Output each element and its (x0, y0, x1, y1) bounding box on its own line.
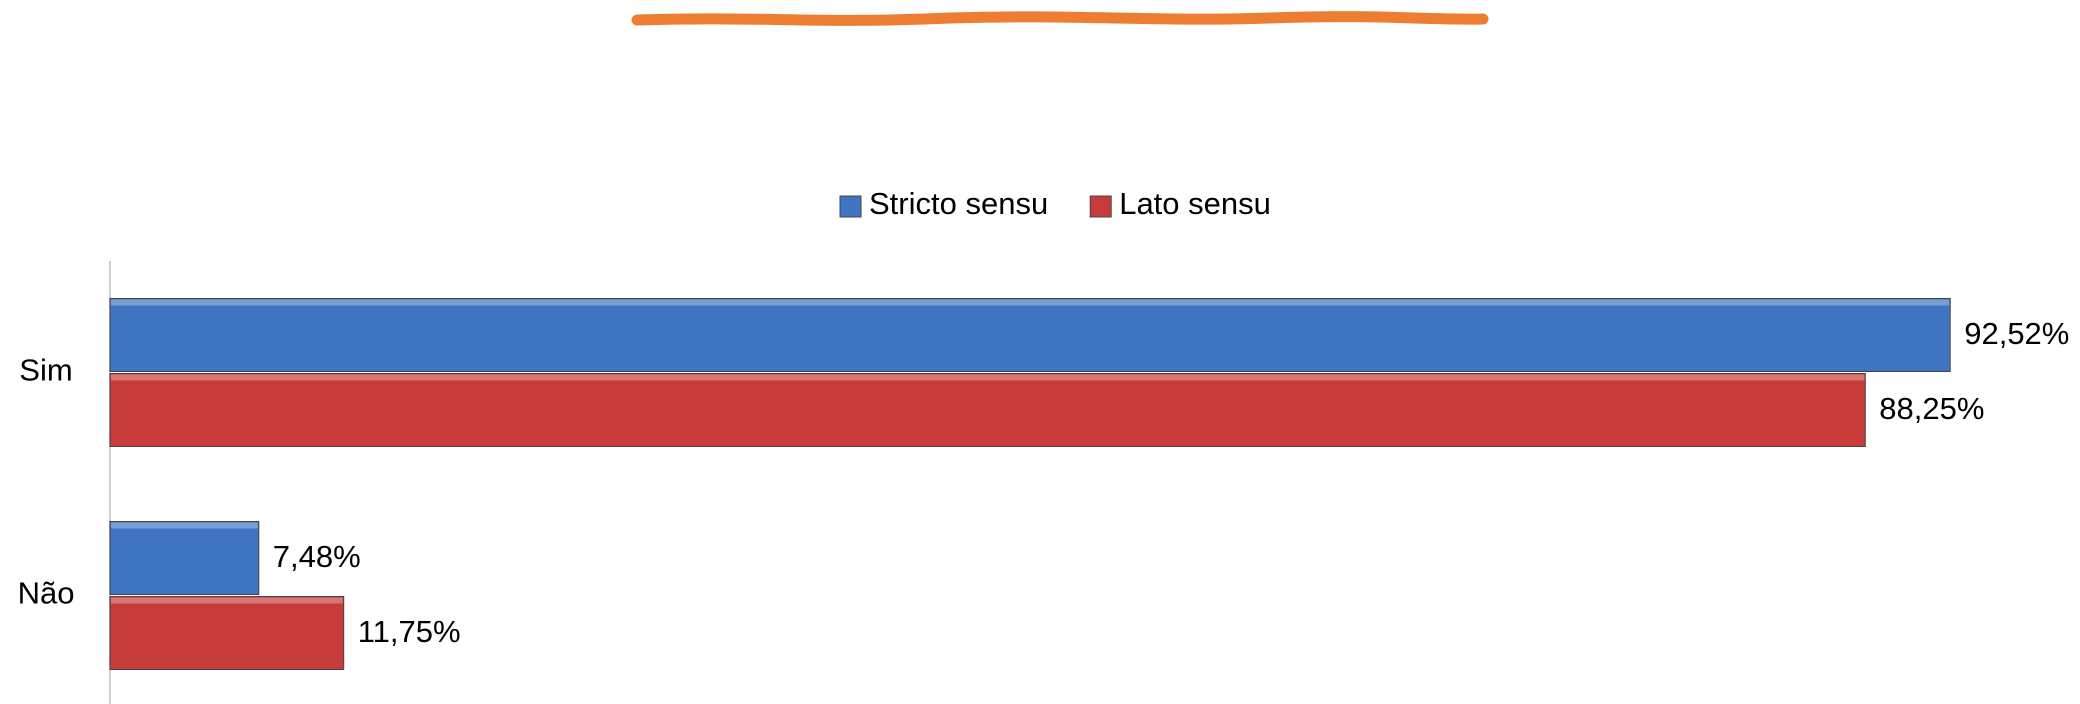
bar-highlight (111, 299, 1950, 306)
bar (109, 298, 1951, 372)
data-label: 11,75% (358, 614, 461, 649)
bar (109, 596, 345, 670)
category-label: Sim (19, 353, 72, 388)
bar-highlight (111, 597, 343, 604)
bar (109, 521, 260, 595)
decoration (631, 11, 1489, 26)
data-label: 88,25% (1879, 391, 1984, 426)
legend-label: Lato sensu (1119, 186, 1271, 221)
bar-highlight (111, 522, 258, 529)
data-label: 92,52% (1964, 316, 2069, 351)
legend-swatch (1089, 195, 1112, 218)
bar-highlight (111, 374, 1865, 381)
bar (109, 373, 1866, 447)
legend-label: Stricto sensu (869, 186, 1048, 221)
category-label: Não (18, 576, 75, 611)
data-label: 7,48% (273, 539, 361, 574)
legend-swatch (839, 195, 862, 218)
